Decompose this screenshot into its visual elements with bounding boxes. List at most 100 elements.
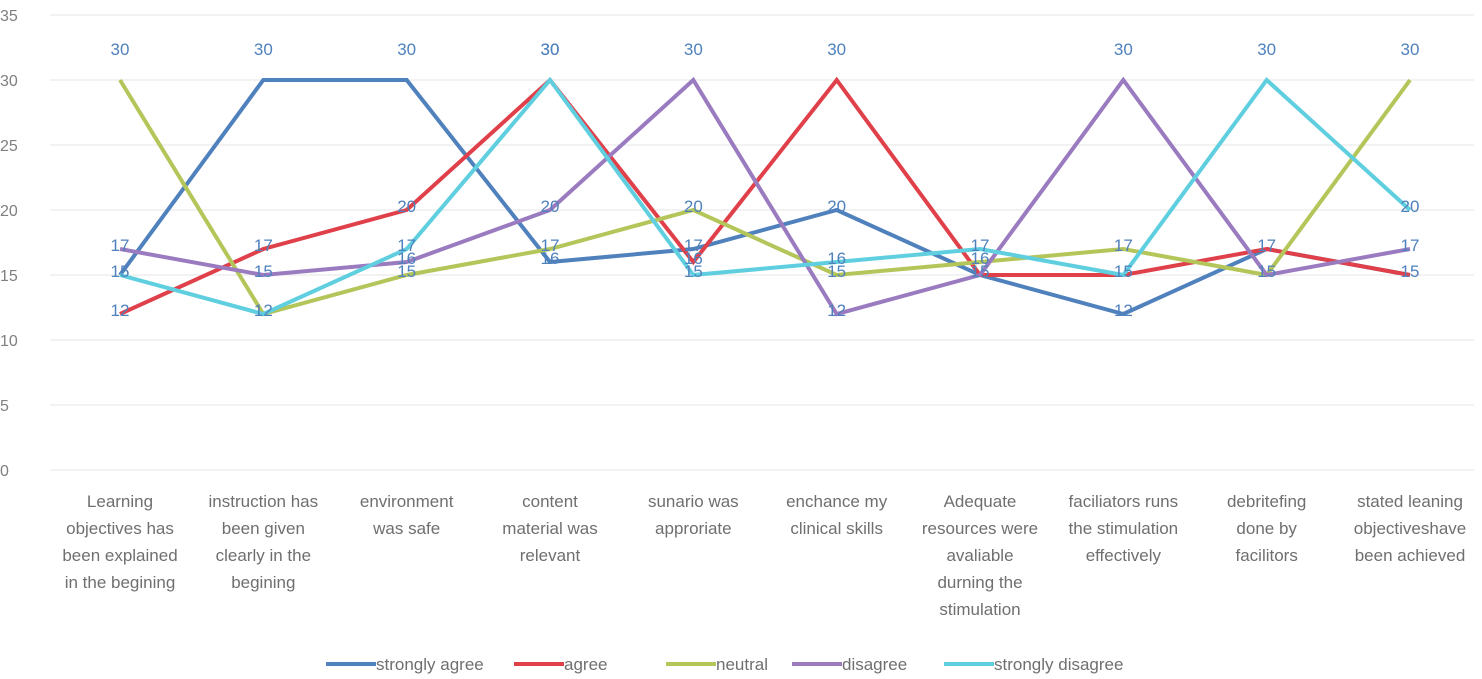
category-line: avaliable — [946, 546, 1013, 565]
category-line: material was — [502, 519, 597, 538]
data-label: 20 — [684, 197, 703, 216]
legend-label: strongly agree — [376, 655, 484, 674]
series-line-strongly-agree — [118, 78, 1411, 317]
data-label: 17 — [111, 236, 130, 255]
data-label: 12 — [827, 301, 846, 320]
category-line: clearly in the — [216, 546, 311, 565]
category-line: debritefing — [1227, 492, 1306, 511]
category-line: clinical skills — [790, 519, 883, 538]
category-line: instruction has — [209, 492, 319, 511]
data-label: 15 — [1114, 262, 1133, 281]
series-line-strongly-disagree — [119, 76, 1412, 317]
y-tick-label: 5 — [0, 398, 9, 415]
data-label: 16 — [397, 249, 416, 268]
data-label: 15 — [971, 262, 990, 281]
legend: strongly agree agree neutral disagree strong… — [326, 655, 1123, 674]
data-label: 30 — [827, 40, 846, 59]
series-line-neutral — [118, 78, 1412, 317]
data-label: 16 — [541, 249, 560, 268]
category-line: relevant — [520, 546, 581, 565]
data-label: 30 — [397, 40, 416, 59]
category-line: effectively — [1086, 546, 1162, 565]
y-tick-label: 10 — [0, 333, 18, 350]
data-label: 30 — [1257, 40, 1276, 59]
data-label: 17 — [1257, 236, 1276, 255]
y-tick-label: 15 — [0, 268, 18, 285]
series-lines — [118, 76, 1412, 317]
y-tick-label: 30 — [0, 73, 18, 90]
data-label: 12 — [1114, 301, 1133, 320]
y-tick-label: 25 — [0, 138, 18, 155]
category-line: the stimulation — [1069, 519, 1179, 538]
data-label: 17 — [541, 236, 560, 255]
category-line: been explained — [62, 546, 177, 565]
data-label: 17 — [1114, 236, 1133, 255]
x-category-label: stated leaning objectiveshave been achieve… — [1354, 492, 1466, 565]
data-label: 15 — [111, 262, 130, 281]
category-line: Adequate — [944, 492, 1017, 511]
data-labels: 3017151230171512302017161530302017163020… — [111, 40, 1420, 320]
y-tick-label: 0 — [0, 463, 9, 480]
data-label: 20 — [827, 197, 846, 216]
data-label: 30 — [541, 40, 560, 59]
category-line: durning the — [937, 573, 1022, 592]
data-label: 15 — [827, 262, 846, 281]
data-label: 15 — [397, 262, 416, 281]
x-category-label: sunario was approriate — [648, 492, 739, 538]
category-line: enchance my — [786, 492, 888, 511]
y-tick-label: 35 — [0, 8, 18, 25]
data-label: 30 — [541, 40, 560, 59]
data-label: 16 — [827, 249, 846, 268]
legend-label: disagree — [842, 655, 907, 674]
data-label: 15 — [1401, 262, 1420, 281]
category-line: resources were — [922, 519, 1038, 538]
category-line: approriate — [655, 519, 732, 538]
data-label: 12 — [111, 301, 130, 320]
x-category-label: instruction has been given clearly in the b… — [209, 492, 319, 592]
category-line: done by — [1236, 519, 1297, 538]
category-line: facilitors — [1235, 546, 1297, 565]
data-label: 30 — [111, 40, 130, 59]
category-line: Learning — [87, 492, 153, 511]
x-category-label: enchance my clinical skills — [786, 492, 888, 538]
x-category-label: faciliators runs the stimulation effective… — [1069, 492, 1179, 565]
category-line: in the begining — [65, 573, 176, 592]
data-label: 15 — [684, 262, 703, 281]
data-label: 17 — [684, 236, 703, 255]
data-label: 30 — [684, 40, 703, 59]
x-category-label: Adequate resources were avaliable durning t… — [922, 492, 1038, 619]
data-label: 30 — [1401, 40, 1420, 59]
data-label: 17 — [1401, 236, 1420, 255]
data-label: 20 — [1401, 197, 1420, 216]
data-label: 15 — [1257, 262, 1276, 281]
legend-label: strongly disagree — [994, 655, 1123, 674]
data-label: 12 — [254, 301, 273, 320]
category-line: stimulation — [939, 600, 1020, 619]
category-line: objectiveshave — [1354, 519, 1466, 538]
data-label: 16 — [684, 249, 703, 268]
category-line: been given — [222, 519, 305, 538]
x-category-label: content material was relevant — [502, 492, 597, 565]
category-line: stated leaning — [1357, 492, 1463, 511]
data-label: 30 — [1114, 40, 1133, 59]
data-label: 17 — [971, 236, 990, 255]
data-label: 20 — [397, 197, 416, 216]
x-axis-categories: Learning objectives has been explained in t… — [62, 492, 1466, 619]
category-line: environment — [360, 492, 454, 511]
x-category-label: environment was safe — [360, 492, 454, 538]
series-line-disagree — [119, 76, 1411, 317]
data-label: 30 — [254, 40, 273, 59]
x-category-label: debritefing done by facilitors — [1227, 492, 1306, 565]
category-line: content — [522, 492, 578, 511]
category-line: been achieved — [1355, 546, 1466, 565]
category-line: begining — [231, 573, 295, 592]
category-line: sunario was — [648, 492, 739, 511]
data-label: 17 — [397, 236, 416, 255]
category-line: faciliators runs — [1069, 492, 1179, 511]
data-label: 20 — [541, 197, 560, 216]
category-line: was safe — [372, 519, 440, 538]
data-label: 15 — [254, 262, 273, 281]
legend-label: agree — [564, 655, 607, 674]
y-tick-label: 20 — [0, 203, 18, 220]
